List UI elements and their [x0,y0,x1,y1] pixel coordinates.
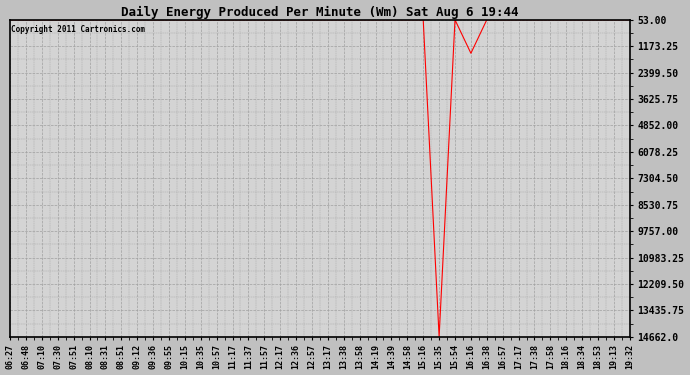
Text: Copyright 2011 Cartronics.com: Copyright 2011 Cartronics.com [11,24,146,33]
Title: Daily Energy Produced Per Minute (Wm) Sat Aug 6 19:44: Daily Energy Produced Per Minute (Wm) Sa… [121,6,519,19]
